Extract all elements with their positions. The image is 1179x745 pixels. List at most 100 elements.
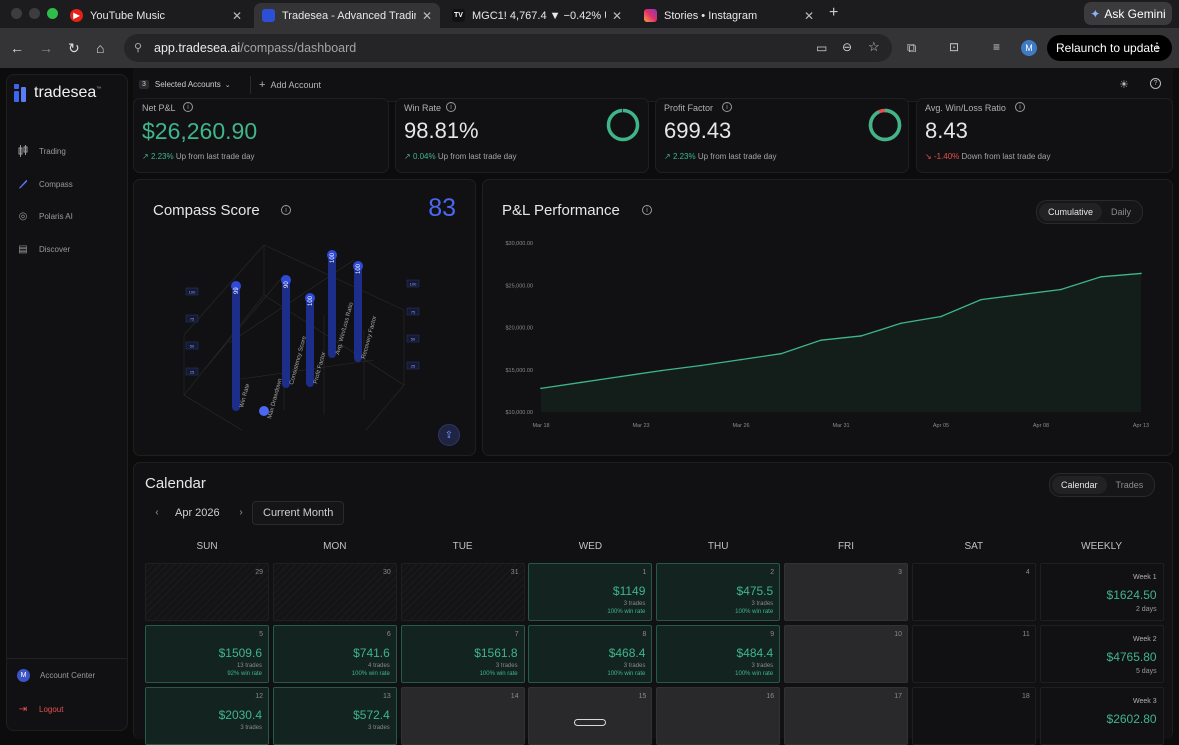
calendar-day-cell[interactable]: 2 $475.5 3 trades 100% win rate <box>656 563 781 621</box>
pnl-data-point[interactable] <box>620 375 622 378</box>
pnl-data-point[interactable] <box>980 298 982 301</box>
tab-instagram[interactable]: Stories • Instagram ✕ <box>636 3 822 28</box>
close-window-icon[interactable] <box>11 8 22 19</box>
current-month-button[interactable]: Current Month <box>252 501 345 525</box>
logout-link[interactable]: ⇥ Logout <box>18 703 64 715</box>
more-menu-icon[interactable]: ⋮ <box>1151 40 1163 54</box>
sidebar-item-discover[interactable]: ▤ Discover <box>18 243 71 255</box>
day-number: 17 <box>894 693 902 700</box>
pnl-data-point[interactable] <box>1100 276 1102 278</box>
info-icon[interactable]: i <box>183 102 193 112</box>
pnl-data-point[interactable] <box>780 352 782 355</box>
pnl-data-point[interactable] <box>1060 288 1062 291</box>
calendar-day-cell[interactable]: 11 <box>911 625 1036 683</box>
pnl-data-point[interactable] <box>820 339 822 341</box>
pnl-data-point[interactable] <box>860 335 862 337</box>
day-header: TUE <box>452 541 473 552</box>
calendar-day-cell[interactable]: 29 <box>145 563 269 621</box>
site-info-icon[interactable]: ⚲ <box>134 42 143 54</box>
help-icon[interactable]: ? <box>1150 78 1161 89</box>
pnl-data-point[interactable] <box>660 369 662 372</box>
calendar-day-cell[interactable]: 15 <box>528 687 653 745</box>
close-tab-icon[interactable]: ✕ <box>231 8 242 23</box>
profile-avatar[interactable]: M <box>1021 40 1037 56</box>
calendar-day-cell[interactable]: 4 <box>911 563 1036 621</box>
back-icon[interactable]: ← <box>10 40 24 56</box>
calendar-day-cell[interactable]: 9 $484.4 3 trades 100% win rate <box>656 625 781 683</box>
ask-gemini-button[interactable]: ✦ Ask Gemini <box>1084 2 1172 25</box>
extensions-icon[interactable]: ⧉ <box>907 40 917 55</box>
calendar-day-cell[interactable]: 18 <box>911 687 1036 745</box>
tab-youtube-music[interactable]: ▶ YouTube Music ✕ <box>62 3 250 28</box>
pnl-data-point[interactable] <box>540 387 542 390</box>
maximize-window-icon[interactable] <box>47 8 58 19</box>
theme-toggle-icon[interactable]: ☀ <box>1119 79 1129 91</box>
weekly-summary-cell[interactable]: Week 3 $2602.80 <box>1039 687 1164 745</box>
close-tab-icon[interactable]: ✕ <box>421 8 432 23</box>
prev-month-button[interactable]: ‹ <box>155 507 159 518</box>
zoom-icon[interactable]: ⊖ <box>842 40 853 54</box>
weekly-summary-cell[interactable]: Week 2 $4765.80 5 days <box>1039 625 1164 683</box>
pnl-data-point[interactable] <box>1140 272 1142 275</box>
info-icon[interactable]: i <box>446 102 456 112</box>
calendar-day-cell[interactable]: 12 $2030.4 3 trades <box>145 687 269 745</box>
calendar-day-cell[interactable]: 13 $572.4 3 trades <box>272 687 397 745</box>
bookmark-star-icon[interactable]: ☆ <box>868 39 880 54</box>
pnl-data-point[interactable] <box>940 315 942 318</box>
pnl-data-point[interactable] <box>580 381 582 384</box>
forward-icon[interactable]: → <box>39 40 53 56</box>
calendar-day-cell[interactable]: 30 <box>272 563 397 621</box>
add-account-button[interactable]: + Add Account <box>259 79 321 91</box>
new-tab-button[interactable]: + <box>829 4 839 21</box>
calendar-day-cell[interactable]: 1 $1149 3 trades 100% win rate <box>528 563 653 621</box>
sidebar-item-trading[interactable]: Trading <box>17 145 66 157</box>
relaunch-button[interactable]: Relaunch to update ⋮ <box>1047 35 1172 61</box>
brand-logo[interactable]: tradesea ™ <box>14 84 101 102</box>
next-month-button[interactable]: › <box>239 507 243 518</box>
calendar-day-cell[interactable]: 16 <box>656 687 781 745</box>
calendar-day-cell[interactable]: 5 $1509.6 13 trades 92% win rate <box>145 625 269 683</box>
media-controls-icon[interactable]: ≡ <box>993 40 1001 54</box>
reload-icon[interactable]: ↻ <box>68 40 80 56</box>
calendar-day-cell[interactable]: 17 <box>784 687 908 745</box>
minimize-window-icon[interactable] <box>29 8 40 19</box>
trades-toggle[interactable]: Trades <box>1115 480 1144 490</box>
calendar-day-cell[interactable]: 31 <box>400 563 525 621</box>
weekly-summary-cell[interactable]: Week 1 $1624.50 2 days <box>1039 563 1164 621</box>
info-icon[interactable]: i <box>1015 102 1025 112</box>
address-bar[interactable]: ⚲ app.tradesea.ai/compass/dashboard ▭ ⊖ … <box>124 34 892 62</box>
install-app-icon[interactable]: ▭ <box>816 41 828 55</box>
home-icon[interactable]: ⌂ <box>96 40 105 56</box>
y-tick-label: $15,000.00 <box>505 368 533 374</box>
cumulative-toggle[interactable]: Cumulative <box>1039 203 1103 221</box>
calendar-day-cell[interactable]: 10 <box>784 625 908 683</box>
info-icon[interactable]: i <box>642 205 652 215</box>
pnl-data-point[interactable] <box>700 364 702 367</box>
calendar-toggle[interactable]: Calendar <box>1052 476 1107 494</box>
selected-accounts-dropdown[interactable]: 3 Selected Accounts ⌄ <box>139 80 231 89</box>
day-trades: 3 trades <box>751 601 774 607</box>
close-tab-icon[interactable]: ✕ <box>803 8 814 23</box>
sidebar-item-compass[interactable]: Compass <box>17 178 73 190</box>
calendar-view-toggle: Calendar Trades <box>1049 473 1156 497</box>
pnl-data-point[interactable] <box>740 358 742 361</box>
tab-search-icon[interactable]: ⊡ <box>949 40 960 54</box>
pnl-data-point[interactable] <box>1020 293 1022 296</box>
pnl-data-point[interactable] <box>900 322 902 325</box>
daily-toggle[interactable]: Daily <box>1111 207 1132 217</box>
calendar-day-cell[interactable]: 8 $468.4 3 trades 100% win rate <box>528 625 653 683</box>
info-icon[interactable]: i <box>281 205 291 215</box>
calendar-day-cell[interactable]: 14 <box>400 687 525 745</box>
sidebar-item-polaris-ai[interactable]: ◎ Polaris AI <box>18 210 73 222</box>
calendar-day-cell[interactable]: 6 $741.6 4 trades 100% win rate <box>272 625 397 683</box>
account-center-link[interactable]: M Account Center <box>17 669 95 682</box>
info-icon[interactable]: i <box>722 102 732 112</box>
close-tab-icon[interactable]: ✕ <box>611 8 622 23</box>
compass-bar-label: Max Drawdown <box>267 378 284 420</box>
calendar-day-cell[interactable]: 3 <box>784 563 908 621</box>
day-pnl: $1149 <box>612 584 646 598</box>
calendar-day-cell[interactable]: 7 $1561.8 3 trades 100% win rate <box>400 625 525 683</box>
share-icon[interactable]: ⇪ <box>438 424 460 446</box>
tab-tradingview[interactable]: TV MGC1! 4,767.4 ▼ −0.42% Un ✕ <box>444 3 630 28</box>
tab-tradesea[interactable]: Tradesea - Advanced Trading ✕ <box>254 3 440 28</box>
